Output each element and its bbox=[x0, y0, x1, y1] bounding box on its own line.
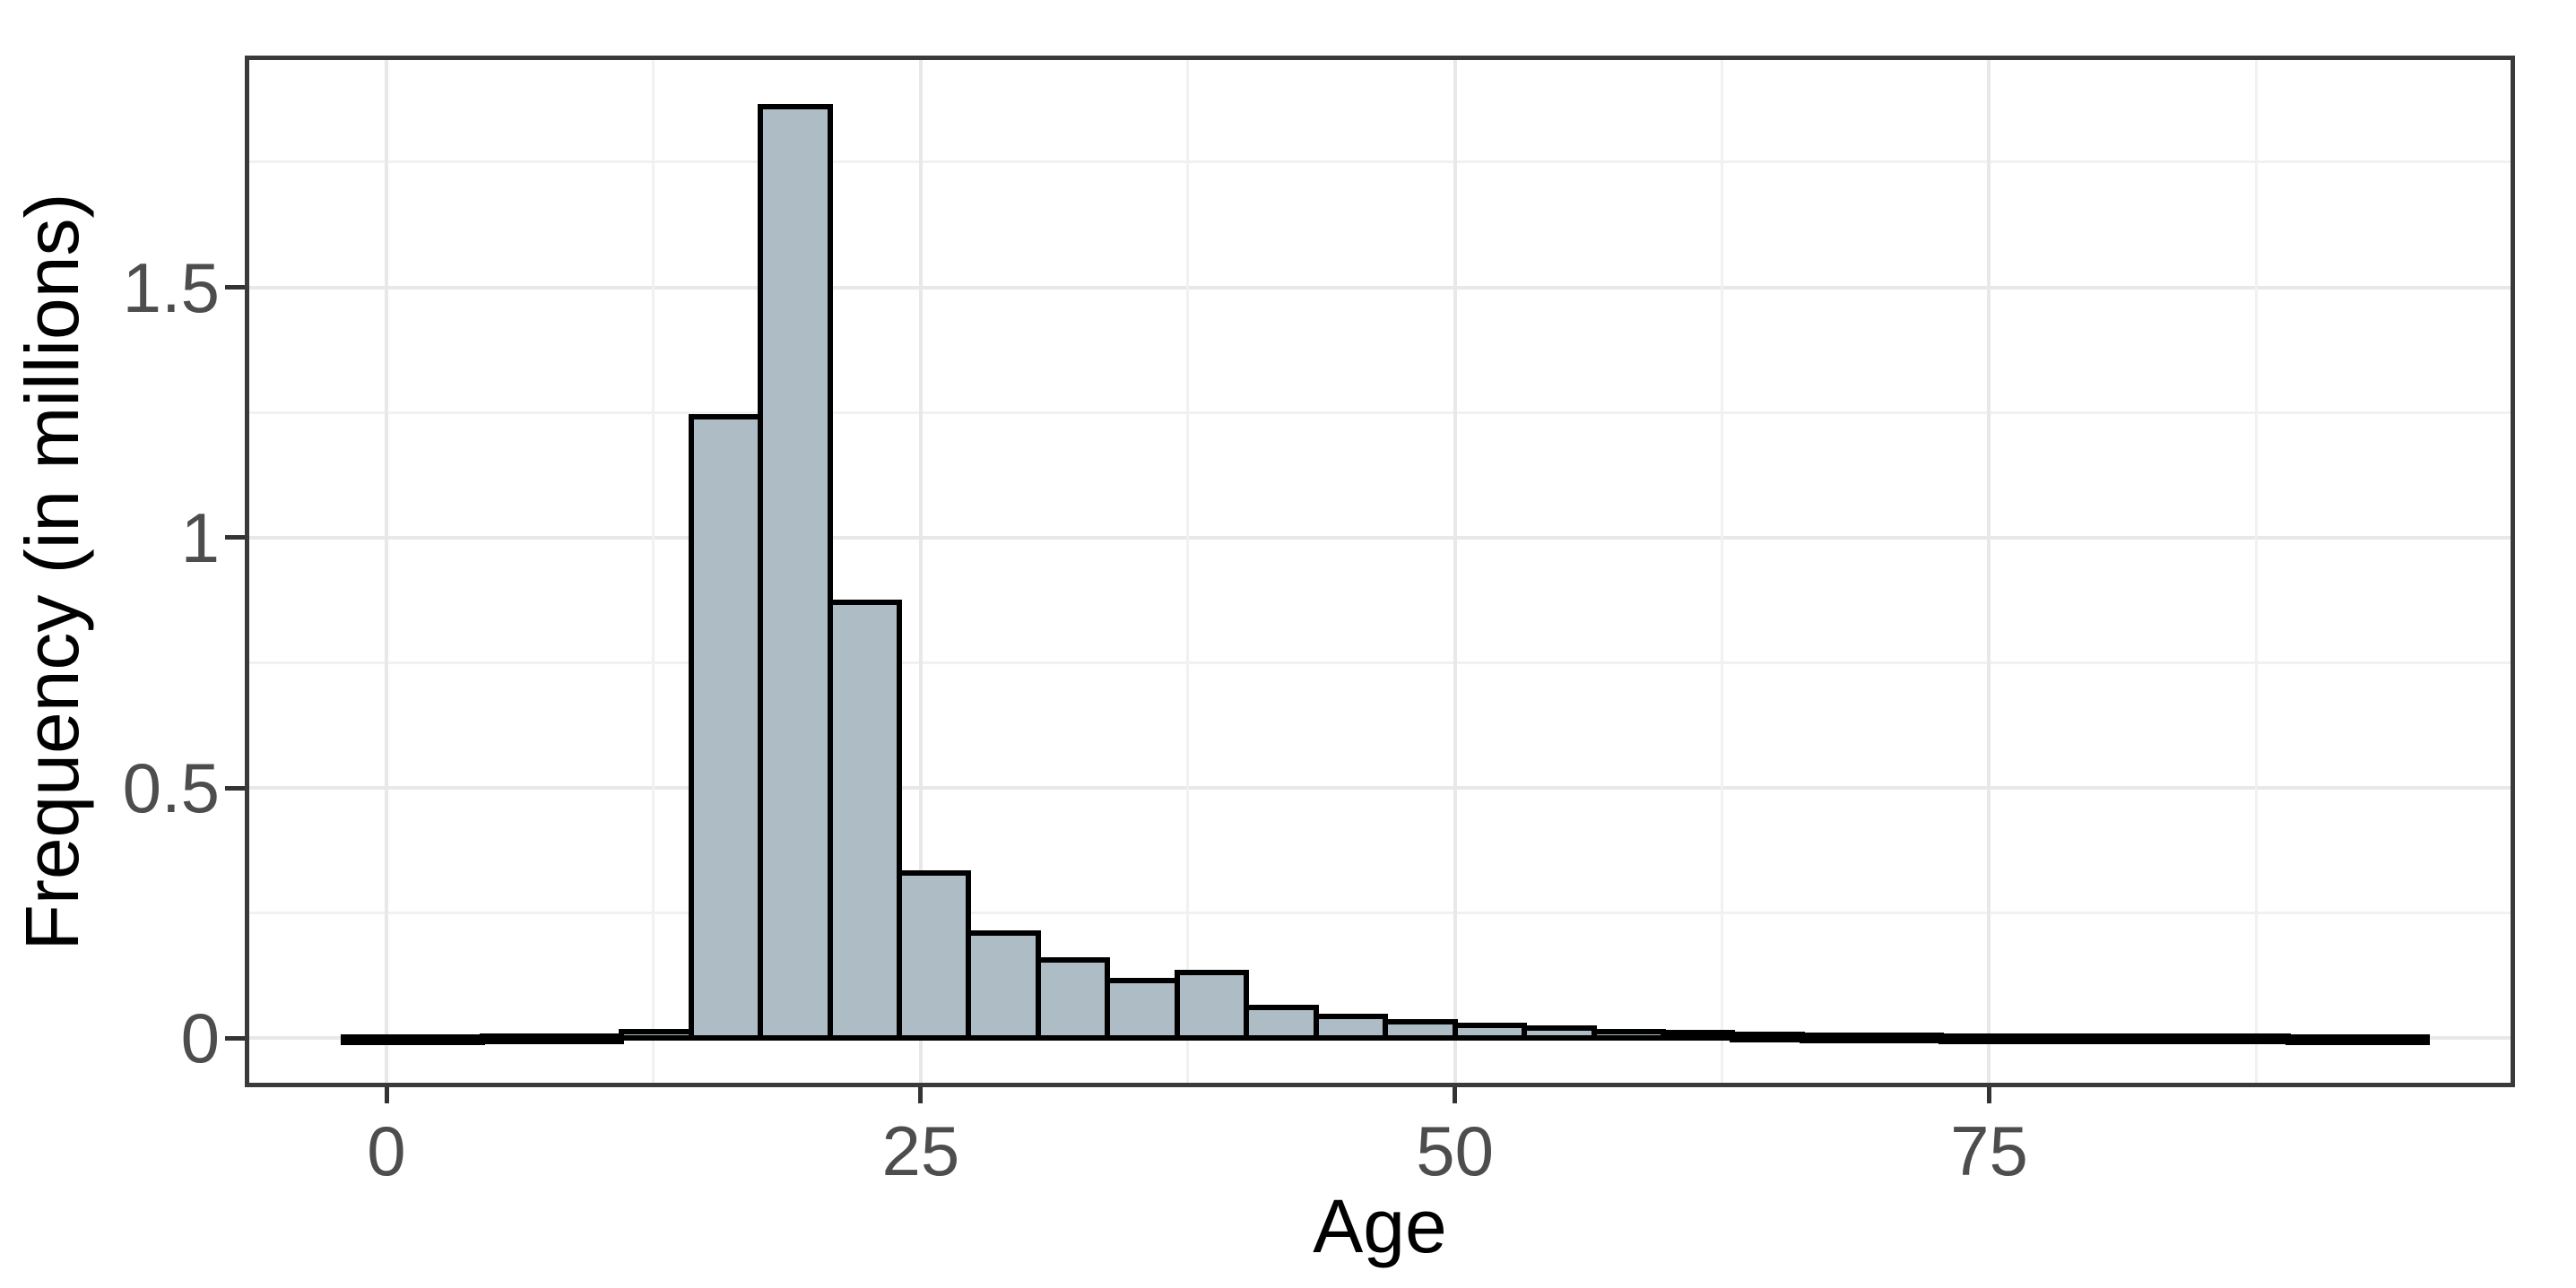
gridline-x-major bbox=[1453, 60, 1457, 1083]
histogram-bar bbox=[688, 414, 764, 1042]
x-tick-label: 25 bbox=[881, 1111, 960, 1190]
x-axis-tick bbox=[918, 1087, 924, 1103]
gridline-x-major bbox=[918, 60, 923, 1083]
histogram-bar bbox=[2216, 1033, 2292, 1045]
gridline-y-minor bbox=[249, 912, 2511, 915]
histogram-bar bbox=[758, 104, 833, 1042]
histogram-bar bbox=[1383, 1019, 1458, 1042]
y-tick-label: 1 bbox=[180, 497, 220, 577]
histogram-bar bbox=[549, 1033, 625, 1045]
histogram-bar bbox=[2077, 1033, 2153, 1045]
histogram-bar bbox=[1938, 1033, 2014, 1045]
y-tick-label: 1.5 bbox=[122, 247, 220, 327]
gridline-y-minor bbox=[249, 411, 2511, 414]
x-axis-tick bbox=[1453, 1087, 1458, 1103]
x-tick-label: 50 bbox=[1416, 1111, 1495, 1190]
gridline-y-minor bbox=[249, 661, 2511, 664]
histogram-bar bbox=[1799, 1033, 1875, 1044]
histogram-bar bbox=[1661, 1030, 1736, 1042]
histogram-bar bbox=[1035, 957, 1111, 1042]
y-axis-tick bbox=[225, 785, 245, 791]
gridline-y-major bbox=[249, 786, 2511, 791]
x-axis-tick bbox=[384, 1087, 389, 1103]
histogram-bar bbox=[1174, 970, 1250, 1042]
histogram-bar bbox=[1313, 1014, 1389, 1042]
gridline-y-major bbox=[249, 535, 2511, 540]
histogram-bar bbox=[2008, 1033, 2083, 1045]
y-tick-label: 0 bbox=[180, 998, 220, 1078]
y-axis-tick bbox=[225, 1035, 245, 1041]
x-tick-label: 75 bbox=[1950, 1111, 2028, 1190]
histogram-bar bbox=[480, 1033, 555, 1045]
histogram-bar bbox=[2285, 1034, 2361, 1046]
histogram-bar bbox=[2355, 1034, 2431, 1046]
histogram-bar bbox=[896, 870, 972, 1042]
x-axis-title: Age bbox=[1313, 1184, 1447, 1268]
histogram-bar bbox=[1522, 1025, 1597, 1042]
histogram-bar bbox=[1591, 1029, 1667, 1042]
y-axis-tick bbox=[225, 535, 245, 540]
histogram-bar bbox=[1730, 1032, 1805, 1043]
x-tick-label: 0 bbox=[367, 1111, 406, 1190]
plot-panel bbox=[249, 60, 2511, 1083]
histogram-bar bbox=[341, 1034, 416, 1046]
y-tick-label: 0.5 bbox=[122, 748, 220, 828]
histogram-bar bbox=[1869, 1033, 1944, 1044]
gridline-x-minor bbox=[652, 60, 655, 1083]
histogram-bar bbox=[619, 1029, 694, 1042]
gridline-x-minor bbox=[1186, 60, 1190, 1083]
y-axis-tick bbox=[225, 285, 245, 290]
histogram-bar bbox=[1244, 1005, 1319, 1042]
histogram-bar bbox=[1105, 978, 1180, 1042]
histogram-bar bbox=[827, 600, 902, 1042]
histogram-bar bbox=[1452, 1023, 1528, 1042]
gridline-y-minor bbox=[249, 160, 2511, 164]
gridline-x-major bbox=[385, 60, 388, 1083]
x-axis-tick bbox=[1986, 1087, 1991, 1103]
histogram-bar bbox=[966, 930, 1041, 1042]
histogram-bar bbox=[2147, 1033, 2222, 1045]
gridline-x-minor bbox=[1721, 60, 1724, 1083]
histogram-bar bbox=[410, 1034, 486, 1046]
gridline-y-major bbox=[249, 285, 2511, 290]
gridline-x-minor bbox=[2254, 60, 2258, 1083]
gridline-x-major bbox=[1987, 60, 1991, 1083]
